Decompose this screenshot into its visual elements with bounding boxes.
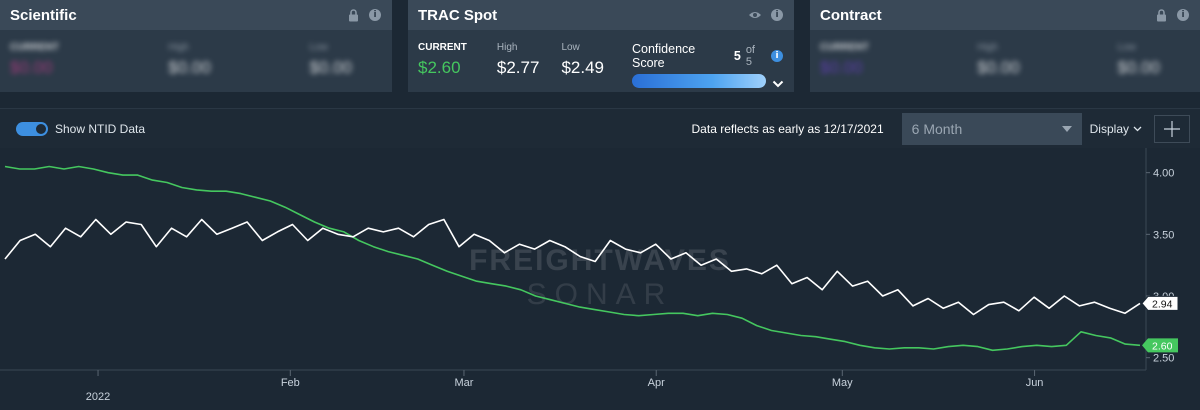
low-value: $0.00 [1117, 58, 1160, 77]
series-end-value: 2.94 [1152, 298, 1173, 310]
chart-area: FREIGHTWAVES SONAR 2.503.003.504.00 2022… [0, 148, 1200, 410]
current-label: CURRENT [418, 42, 467, 53]
series-end-label-0: 2.60 [1142, 338, 1178, 353]
confidence-bar-fill [632, 74, 766, 88]
info-icon[interactable]: i [770, 8, 784, 22]
info-icon[interactable]: i [1176, 8, 1190, 22]
x-tick-label: Apr [648, 377, 665, 389]
crosshair-icon [1164, 120, 1180, 137]
x-tick-label: Feb [281, 377, 300, 389]
trac-spot-card: TRAC Spot i CURRENT $2.60 High $2.77 Low… [408, 0, 794, 92]
high-label: High [168, 42, 189, 53]
lock-icon[interactable] [1154, 8, 1168, 22]
lock-icon[interactable] [346, 8, 360, 22]
y-tick-label: 3.50 [1153, 229, 1174, 241]
watermark-bottom: SONAR [527, 278, 674, 311]
low-label: Low [561, 42, 580, 53]
confidence-bar [631, 74, 766, 88]
current-label: CURRENT [820, 42, 869, 53]
contract-card: Contract i CURRENT $0.00 High $0.00 Low … [810, 0, 1200, 92]
range-select-value: 6 Month [911, 120, 963, 137]
display-label: Display [1089, 121, 1129, 136]
info-icon[interactable]: i [368, 8, 382, 22]
y-tick-label: 2.50 [1153, 353, 1174, 365]
eye-icon[interactable] [748, 8, 762, 22]
confidence-of: of 5 [745, 44, 755, 68]
x-tick-label: Mar [454, 377, 473, 389]
chevron-down-icon [1133, 126, 1142, 131]
trac-stats: CURRENT $2.60 High $2.77 Low $2.49 Confi… [408, 30, 794, 88]
freightwaves-sonar-watermark: FREIGHTWAVES SONAR [469, 244, 731, 311]
low-label: Low [1117, 42, 1136, 53]
series-line-1 [4, 218, 1141, 316]
contract-card-header: Contract i [810, 0, 1200, 30]
scientific-card: Scientific i CURRENT $0.00 High $0.00 Lo… [0, 0, 392, 92]
x-tick-label: May [832, 377, 853, 389]
low-value: $2.49 [561, 58, 604, 77]
chart-toolbar: Show NTID Data Data reflects as early as… [0, 108, 1200, 148]
data-reflects-text: Data reflects as early as 12/17/2021 [691, 121, 884, 136]
chevron-down-icon[interactable] [772, 76, 784, 88]
series-end-value: 2.60 [1152, 340, 1173, 352]
price-chart[interactable]: FREIGHTWAVES SONAR 2.503.003.504.00 2022… [0, 148, 1200, 410]
low-value: $0.00 [309, 58, 352, 77]
range-select[interactable]: 6 Month [901, 112, 1082, 145]
confidence-score: Confidence Score 5 of 5 i [631, 42, 784, 88]
trac-card-header: TRAC Spot i [408, 0, 794, 30]
x-tick-label: Jun [1026, 377, 1044, 389]
high-label: High [977, 42, 998, 53]
caret-down-icon [1061, 125, 1072, 132]
contract-stats: CURRENT $0.00 High $0.00 Low $0.00 [810, 30, 1200, 78]
series-line-0 [4, 165, 1141, 352]
current-value: $0.00 [10, 58, 53, 77]
contract-card-title: Contract [820, 6, 882, 24]
watermark-top: FREIGHTWAVES [469, 244, 731, 277]
ntid-toggle-label: Show NTID Data [55, 121, 146, 136]
series-end-label-1: 2.94 [1141, 295, 1179, 311]
x-tick-label: 2022 [86, 391, 110, 403]
current-value: $0.00 [820, 58, 863, 77]
scientific-stats: CURRENT $0.00 High $0.00 Low $0.00 [0, 30, 392, 78]
current-value: $2.60 [418, 58, 461, 77]
confidence-label: Confidence Score [631, 42, 696, 70]
scientific-card-header: Scientific i [0, 0, 392, 30]
y-tick-label: 4.00 [1153, 168, 1174, 180]
scientific-card-title: Scientific [10, 6, 77, 24]
info-icon[interactable]: i [770, 49, 784, 63]
display-button[interactable]: Display [1090, 122, 1142, 136]
high-value: $0.00 [977, 58, 1020, 77]
current-label: CURRENT [10, 42, 59, 53]
confidence-score-value: 5 [733, 49, 741, 63]
high-value: $2.77 [496, 58, 540, 77]
high-value: $0.00 [168, 58, 211, 77]
low-label: Low [309, 42, 328, 53]
high-label: High [496, 42, 518, 53]
crosshair-button[interactable] [1154, 114, 1190, 143]
ntid-toggle[interactable] [16, 121, 48, 136]
trac-card-title: TRAC Spot [418, 6, 498, 24]
